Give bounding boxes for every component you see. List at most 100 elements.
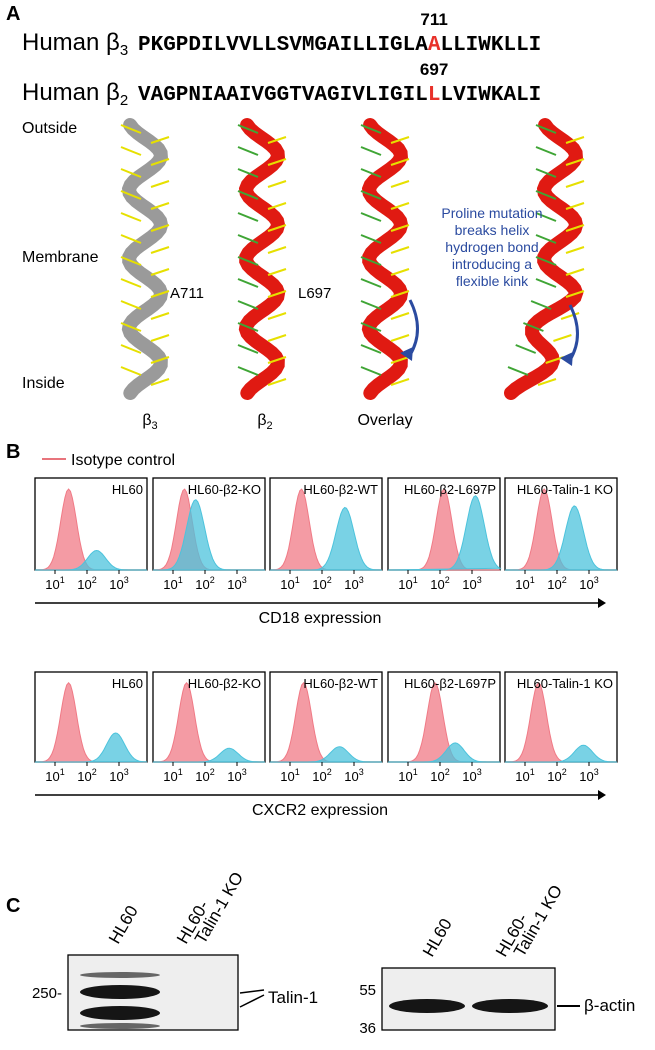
panel-name: HL60-β2-L697P	[404, 482, 496, 497]
side-chain	[360, 124, 382, 134]
tick-base: 10	[109, 769, 123, 784]
panel-label: B	[6, 441, 20, 463]
tick-base: 10	[227, 577, 241, 592]
tick-label: 103	[344, 767, 363, 784]
lane-label: HL60	[419, 915, 456, 960]
tick-base: 10	[515, 769, 529, 784]
panel-name: HL60	[112, 676, 143, 691]
tick-exponent: 1	[178, 767, 183, 777]
tick-base: 10	[312, 769, 326, 784]
side-chain	[390, 290, 410, 298]
side-chain	[553, 334, 572, 342]
side-chain	[267, 158, 287, 166]
side-chain	[120, 124, 142, 134]
side-chain	[237, 190, 259, 200]
tick-exponent: 3	[594, 575, 599, 585]
side-chain	[535, 234, 557, 244]
side-chain	[560, 312, 580, 320]
side-chain	[360, 146, 382, 156]
tick-label: 102	[430, 575, 449, 592]
side-chain	[390, 136, 410, 144]
panel-name: HL60	[112, 482, 143, 497]
tick-exponent: 3	[477, 575, 482, 585]
histogram	[153, 747, 265, 763]
helix-ribbon	[238, 118, 286, 400]
arrow-head	[598, 790, 606, 800]
side-chain	[523, 322, 544, 332]
annotation-line: flexible kink	[456, 273, 529, 289]
histogram	[387, 495, 502, 571]
tick-base: 10	[462, 577, 476, 592]
annotation-line: Proline mutation	[441, 205, 542, 221]
panel-name: HL60-Talin-1 KO	[517, 482, 613, 497]
tick-label: 103	[227, 767, 246, 784]
side-chain	[530, 300, 552, 310]
arrow	[408, 299, 419, 356]
size-marker: 55	[359, 982, 376, 999]
side-chain	[535, 278, 557, 288]
histogram	[35, 549, 147, 571]
side-chain	[150, 290, 170, 298]
tick-exponent: 2	[327, 575, 332, 585]
side-chain	[360, 168, 382, 178]
side-chain	[360, 212, 382, 222]
side-chain	[565, 290, 585, 298]
side-chain	[120, 212, 142, 222]
tick-base: 10	[547, 577, 561, 592]
side-chain	[150, 312, 170, 320]
caption-subscript: 3	[152, 420, 158, 432]
tick-exponent: 2	[445, 767, 450, 777]
side-chain	[390, 268, 410, 276]
tick-label: 101	[280, 575, 299, 592]
tick-exponent: 2	[210, 575, 215, 585]
tick-exponent: 2	[210, 767, 215, 777]
panel-name: HL60-β2-KO	[188, 482, 261, 497]
tick-exponent: 3	[359, 575, 364, 585]
side-chain	[565, 158, 585, 166]
side-chain	[150, 334, 170, 342]
side-chain	[150, 158, 170, 166]
tick-base: 10	[344, 577, 358, 592]
side-chain	[237, 300, 259, 310]
tick-label: 102	[195, 575, 214, 592]
blot	[381, 967, 556, 1031]
tick-base: 10	[280, 577, 294, 592]
tick-label: 103	[344, 575, 363, 592]
side-chain	[120, 322, 142, 332]
side-chain	[390, 378, 410, 386]
tick-base: 10	[344, 769, 358, 784]
caption: Overlay	[357, 412, 412, 429]
side-chain	[360, 300, 382, 310]
side-chain	[565, 202, 585, 210]
helix	[237, 118, 287, 400]
side-chain	[267, 246, 287, 254]
tick-base: 10	[312, 577, 326, 592]
tick-exponent: 2	[562, 575, 567, 585]
axis-label: CXCR2 expression	[252, 802, 388, 819]
band-label: Talin-1	[268, 988, 318, 1007]
histogram	[505, 744, 617, 763]
side-chain	[565, 136, 585, 144]
side-chain	[515, 344, 537, 354]
side-chain	[390, 224, 410, 232]
side-chain	[120, 234, 142, 244]
side-chain	[390, 334, 410, 342]
side-chain	[237, 344, 259, 354]
tick-base: 10	[547, 769, 561, 784]
band	[389, 999, 465, 1013]
side-chain	[390, 202, 410, 210]
tick-base: 10	[579, 577, 593, 592]
tick-exponent: 3	[124, 767, 129, 777]
band	[80, 1006, 160, 1020]
side-chain	[390, 158, 410, 166]
tick-label: 101	[163, 575, 182, 592]
histogram	[388, 742, 500, 763]
tick-exponent: 1	[295, 767, 300, 777]
side-chain	[150, 180, 170, 188]
tick-base: 10	[109, 577, 123, 592]
side-chain	[120, 168, 142, 178]
panel-label: C	[6, 895, 20, 917]
tick-exponent: 1	[530, 767, 535, 777]
panel-name: HL60-β2-L697P	[404, 676, 496, 691]
region-label: Inside	[22, 375, 65, 392]
